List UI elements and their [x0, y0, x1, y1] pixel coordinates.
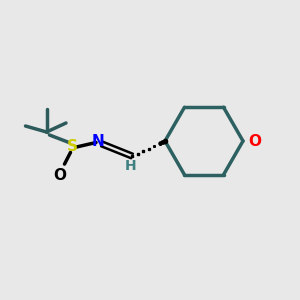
Text: O: O [248, 134, 261, 148]
Text: S: S [67, 140, 77, 154]
Text: H: H [125, 160, 136, 173]
Text: N: N [92, 134, 105, 148]
Text: O: O [53, 168, 67, 183]
